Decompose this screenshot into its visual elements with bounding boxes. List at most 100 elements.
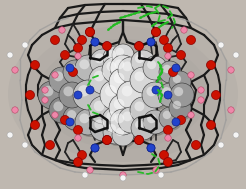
Circle shape (124, 15, 126, 18)
Circle shape (79, 113, 89, 123)
Circle shape (59, 82, 85, 108)
Circle shape (110, 55, 136, 81)
Circle shape (65, 108, 89, 132)
Circle shape (112, 111, 138, 137)
Circle shape (114, 46, 136, 68)
Circle shape (164, 22, 166, 25)
Circle shape (91, 144, 99, 152)
Circle shape (77, 111, 103, 137)
Circle shape (160, 71, 163, 74)
Circle shape (61, 115, 70, 125)
Circle shape (74, 43, 82, 53)
Circle shape (92, 117, 118, 143)
Circle shape (114, 113, 124, 123)
Circle shape (206, 121, 215, 129)
Circle shape (22, 42, 28, 48)
Circle shape (53, 101, 63, 111)
Circle shape (123, 112, 132, 121)
Circle shape (131, 116, 155, 140)
Circle shape (40, 83, 68, 111)
Circle shape (174, 87, 183, 96)
Circle shape (103, 42, 111, 50)
Circle shape (75, 55, 101, 81)
Circle shape (169, 67, 178, 77)
Circle shape (7, 132, 13, 138)
Circle shape (116, 128, 124, 136)
Circle shape (73, 80, 103, 110)
Circle shape (51, 99, 77, 125)
Circle shape (63, 106, 87, 130)
Circle shape (103, 120, 127, 144)
Circle shape (147, 144, 155, 152)
Circle shape (160, 67, 162, 70)
Circle shape (79, 59, 89, 69)
Circle shape (164, 157, 172, 167)
Circle shape (75, 53, 81, 59)
Circle shape (160, 24, 163, 27)
Circle shape (67, 110, 76, 119)
Circle shape (159, 74, 161, 76)
Circle shape (53, 71, 63, 81)
Circle shape (102, 57, 128, 83)
Circle shape (228, 107, 234, 113)
Circle shape (161, 70, 163, 73)
Circle shape (172, 64, 180, 72)
Circle shape (89, 96, 117, 124)
Circle shape (89, 66, 117, 94)
Circle shape (120, 16, 122, 19)
Circle shape (107, 50, 116, 59)
Circle shape (198, 87, 204, 93)
Circle shape (130, 97, 156, 123)
Circle shape (116, 48, 124, 56)
Circle shape (132, 69, 158, 95)
Circle shape (75, 109, 101, 135)
Circle shape (118, 107, 144, 133)
Circle shape (26, 91, 34, 99)
Ellipse shape (8, 14, 238, 174)
Circle shape (160, 97, 162, 100)
Circle shape (206, 60, 215, 70)
Circle shape (114, 126, 136, 148)
Circle shape (118, 21, 121, 23)
Circle shape (148, 13, 150, 15)
Circle shape (104, 59, 130, 85)
Circle shape (118, 57, 144, 83)
Circle shape (120, 109, 146, 135)
Circle shape (110, 109, 136, 135)
Circle shape (50, 36, 60, 44)
Circle shape (105, 48, 129, 72)
Circle shape (91, 98, 119, 126)
Circle shape (147, 38, 155, 46)
Circle shape (12, 107, 18, 113)
Circle shape (102, 107, 128, 133)
Circle shape (139, 16, 142, 19)
Circle shape (233, 52, 239, 58)
Circle shape (143, 15, 145, 17)
Circle shape (120, 172, 126, 178)
Circle shape (147, 60, 156, 69)
Circle shape (91, 38, 99, 46)
Circle shape (159, 100, 161, 102)
Circle shape (103, 46, 127, 70)
Circle shape (164, 125, 172, 135)
Circle shape (108, 28, 110, 31)
Circle shape (113, 23, 116, 26)
Circle shape (105, 122, 129, 146)
Circle shape (63, 86, 73, 96)
Circle shape (102, 82, 132, 112)
Circle shape (145, 112, 169, 136)
Circle shape (117, 81, 145, 109)
Circle shape (161, 94, 163, 97)
Circle shape (147, 144, 155, 152)
Circle shape (112, 24, 115, 27)
Circle shape (91, 68, 119, 96)
Circle shape (181, 27, 187, 33)
Circle shape (163, 111, 171, 119)
Circle shape (158, 172, 164, 178)
Circle shape (66, 64, 74, 72)
Circle shape (104, 109, 130, 135)
Circle shape (188, 72, 194, 78)
Circle shape (133, 52, 157, 76)
Circle shape (157, 89, 160, 92)
Circle shape (66, 118, 74, 126)
